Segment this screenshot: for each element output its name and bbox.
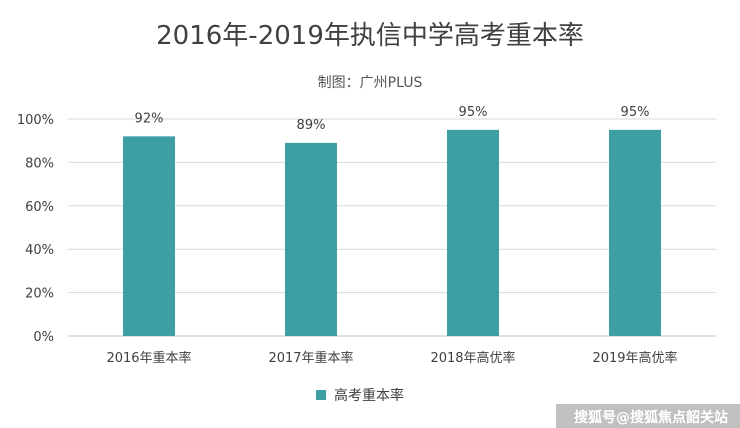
watermark-backdrop xyxy=(556,404,740,428)
y-tick-label: 80% xyxy=(25,156,54,171)
watermark-text: 搜狐号@搜狐焦点韶关站 xyxy=(574,409,728,426)
legend-swatch xyxy=(316,390,326,400)
data-label: 92% xyxy=(135,111,164,126)
chart-title: 2016年-2019年执信中学高考重本率 xyxy=(156,21,584,51)
category-label: 2016年重本率 xyxy=(106,350,191,366)
data-label: 95% xyxy=(459,105,488,120)
x-axis: 2016年重本率 2017年重本率 2018年高优率 2019年高优率 xyxy=(106,350,677,366)
y-axis: 0% 20% 40% 60% 80% 100% xyxy=(17,113,54,345)
data-label: 89% xyxy=(297,118,326,133)
legend-label: 高考重本率 xyxy=(334,387,404,404)
data-labels: 92% 89% 95% 95% xyxy=(135,105,650,133)
bar xyxy=(447,129,499,336)
bar xyxy=(285,142,337,336)
y-tick-label: 20% xyxy=(25,287,54,302)
category-label: 2019年高优率 xyxy=(592,350,677,366)
data-label: 95% xyxy=(621,105,650,120)
legend: 高考重本率 xyxy=(316,387,404,404)
category-label: 2017年重本率 xyxy=(268,350,353,366)
bars xyxy=(123,129,661,336)
y-tick-label: 60% xyxy=(25,200,54,215)
gridlines xyxy=(68,118,716,337)
bar xyxy=(609,129,661,336)
chart-subtitle: 制图：广州PLUS xyxy=(318,75,423,91)
y-tick-label: 100% xyxy=(17,113,54,128)
category-label: 2018年高优率 xyxy=(430,350,515,366)
y-tick-label: 0% xyxy=(33,330,54,345)
bar xyxy=(123,136,175,336)
y-tick-label: 40% xyxy=(25,243,54,258)
